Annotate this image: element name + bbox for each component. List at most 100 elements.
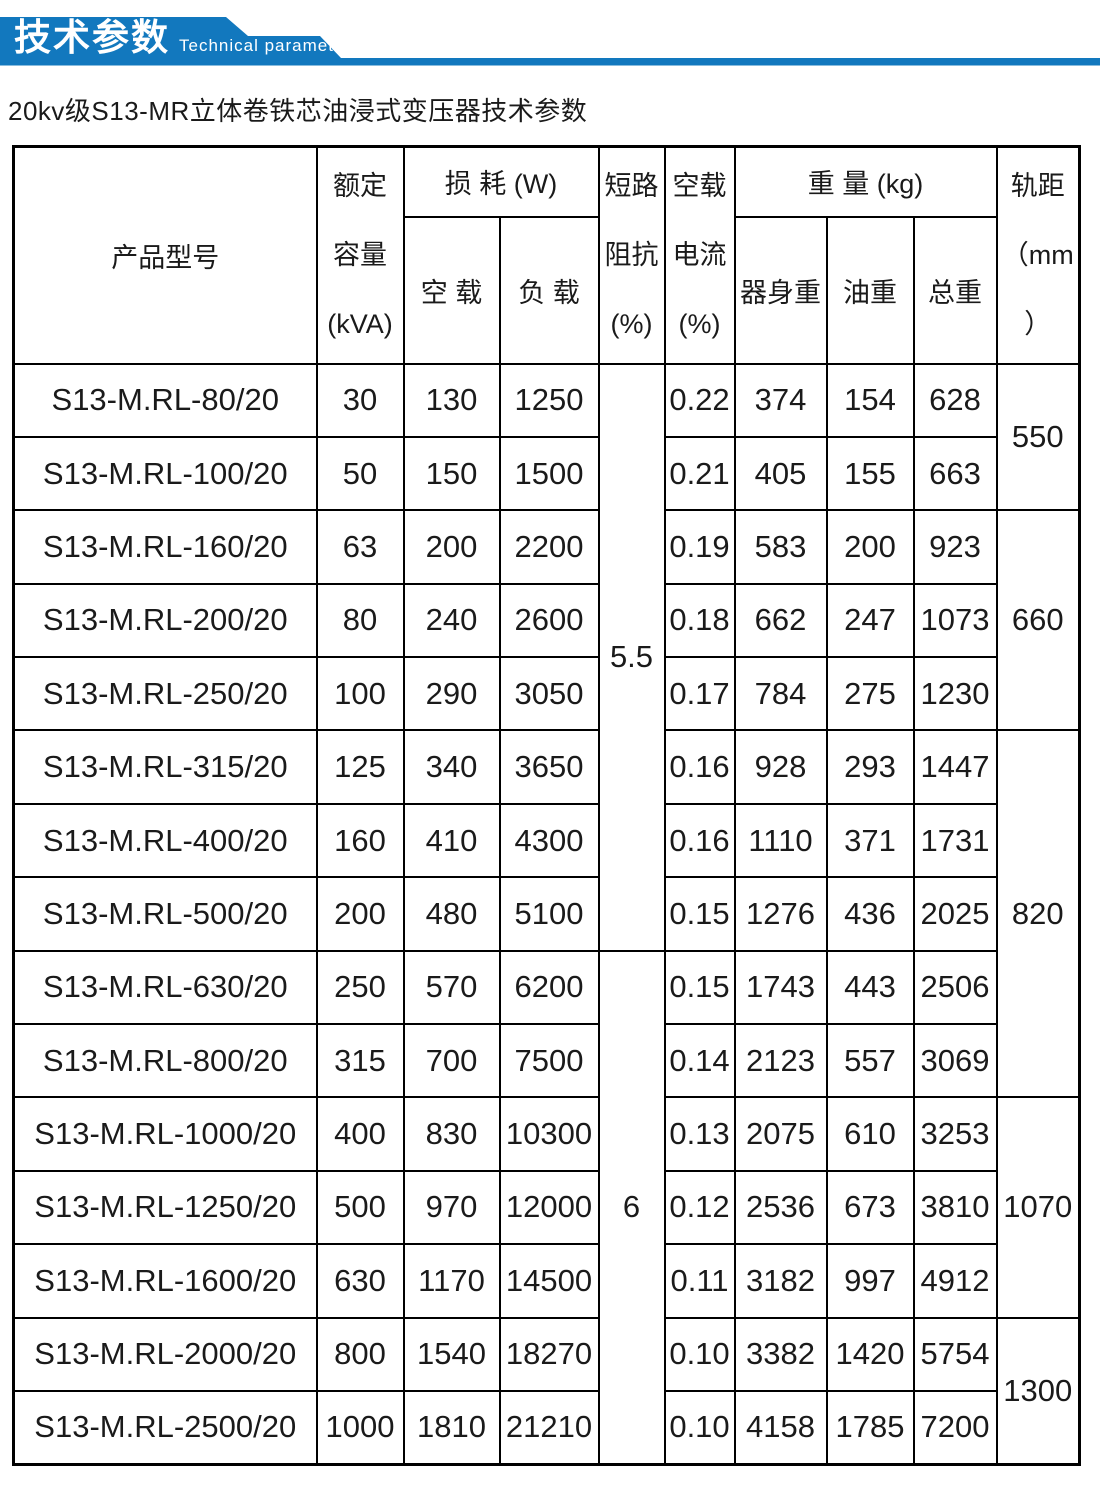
rated-capacity-line: (kVA) xyxy=(327,308,393,339)
parameters-table: 产品型号 额定 容量 (kVA) 损 耗 (W) 短路 阻抗 (%) 空载 xyxy=(12,145,1081,1466)
cell-no-load-current: 0.15 xyxy=(663,949,736,1026)
cell-capacity: 63 xyxy=(315,509,405,585)
cell-no-load-loss: 700 xyxy=(402,1023,501,1099)
cell-no-load-current: 0.11 xyxy=(663,1243,736,1319)
cell-capacity: 125 xyxy=(315,729,405,805)
gauge-line: 轨距 xyxy=(1010,170,1065,201)
table-row: S13-M.RL-2000/20 800 1540 18270 0.10 3382 1420… xyxy=(12,1316,1081,1466)
table-row: S13-M.RL-800/20 315 700 7500 0.14 2123 557 3069 xyxy=(12,1023,1080,1099)
cell-capacity: 160 xyxy=(315,802,405,879)
col-header-gauge: 轨距 （mm ） xyxy=(995,145,1081,365)
cell-total-weight: 923 xyxy=(912,509,998,585)
cell-body-weight: 2075 xyxy=(733,1096,828,1172)
cell-oil-weight: 200 xyxy=(825,509,915,585)
cell-body-weight: 784 xyxy=(733,656,828,732)
cell-no-load-current: 0.10 xyxy=(663,1389,736,1466)
impedance-line: 短路 xyxy=(604,170,659,201)
cell-no-load-loss: 970 xyxy=(402,1169,501,1246)
col-header-no-load-loss: 空 载 xyxy=(402,215,501,365)
cell-no-load-loss: 290 xyxy=(402,656,501,732)
cell-model: S13-M.RL-630/20 xyxy=(12,949,318,1026)
cell-oil-weight: 673 xyxy=(825,1169,915,1246)
cell-model: S13-M.RL-400/20 xyxy=(12,802,318,879)
cell-model: S13-M.RL-100/20 xyxy=(12,435,318,512)
cell-load-loss: 2200 xyxy=(498,509,600,585)
banner-shape xyxy=(0,17,1100,66)
cell-capacity: 500 xyxy=(315,1169,405,1246)
cell-total-weight: 1230 xyxy=(912,656,998,732)
cell-body-weight: 4158 xyxy=(733,1389,828,1466)
cell-load-loss: 3050 xyxy=(498,656,600,732)
impedance-line: (%) xyxy=(610,308,653,339)
cell-no-load-loss: 200 xyxy=(402,509,501,585)
cell-no-load-current: 0.19 xyxy=(663,509,736,585)
table-row: S13-M.RL-315/20 125 340 3650 0.16 928 293 1447 8… xyxy=(12,729,1081,1099)
cell-body-weight: 1743 xyxy=(733,949,828,1026)
cell-model: S13-M.RL-250/20 xyxy=(12,656,318,732)
table-row: S13-M.RL-1600/20 630 1170 14500 0.11 3182 997 4… xyxy=(12,1243,1080,1319)
cell-oil-weight: 247 xyxy=(825,582,915,659)
cell-total-weight: 3253 xyxy=(912,1096,998,1172)
cell-gauge: 660 xyxy=(995,509,1081,732)
cell-gauge: 820 xyxy=(995,729,1081,1099)
col-header-weight-group: 重 量 (kg) xyxy=(733,145,998,218)
cell-no-load-loss: 570 xyxy=(402,949,501,1026)
rated-capacity-line: 额定 xyxy=(333,170,387,201)
cell-total-weight: 1073 xyxy=(912,582,998,659)
cell-capacity: 80 xyxy=(315,582,405,659)
cell-model: S13-M.RL-500/20 xyxy=(12,876,318,952)
cell-oil-weight: 443 xyxy=(825,949,915,1026)
cell-no-load-current: 0.13 xyxy=(663,1096,736,1172)
cell-total-weight: 1447 xyxy=(912,729,998,805)
cell-no-load-loss: 1540 xyxy=(402,1316,501,1392)
cell-capacity: 800 xyxy=(315,1316,405,1392)
cell-oil-weight: 371 xyxy=(825,802,915,879)
cell-model: S13-M.RL-1600/20 xyxy=(12,1243,318,1319)
cell-body-weight: 1110 xyxy=(733,802,828,879)
cell-total-weight: 3810 xyxy=(912,1169,998,1246)
table-row: S13-M.RL-200/20 80 240 2600 0.18 662 247 1073 xyxy=(12,582,1080,659)
table-row: S13-M.RL-630/20 250 570 6200 6 0.15 1743 443 250… xyxy=(12,949,1080,1466)
cell-no-load-current: 0.12 xyxy=(663,1169,736,1246)
cell-body-weight: 928 xyxy=(733,729,828,805)
cell-total-weight: 628 xyxy=(912,362,998,438)
col-header-loss-group: 损 耗 (W) xyxy=(402,145,600,218)
cell-no-load-current: 0.16 xyxy=(663,802,736,879)
col-header-impedance: 短路 阻抗 (%) xyxy=(597,145,666,365)
cell-no-load-current: 0.16 xyxy=(663,729,736,805)
table-row: S13-M.RL-500/20 200 480 5100 0.15 1276 436 2025 xyxy=(12,876,1080,952)
cell-load-loss: 6200 xyxy=(498,949,600,1026)
cell-no-load-current: 0.21 xyxy=(663,435,736,512)
cell-total-weight: 7200 xyxy=(912,1389,998,1466)
table-row: S13-M.RL-250/20 100 290 3050 0.17 784 275 1230 xyxy=(12,656,1080,732)
cell-body-weight: 1276 xyxy=(733,876,828,952)
cell-model: S13-M.RL-800/20 xyxy=(12,1023,318,1099)
cell-body-weight: 3382 xyxy=(733,1316,828,1392)
cell-impedance: 5.5 xyxy=(597,362,666,952)
no-load-current-line: 空载 xyxy=(672,170,727,201)
impedance-line: 阻抗 xyxy=(604,239,659,270)
cell-gauge: 1300 xyxy=(995,1316,1081,1466)
cell-body-weight: 405 xyxy=(733,435,828,512)
table-row: S13-M.RL-80/20 30 130 1250 5.5 0.22 374 154 628 5… xyxy=(12,362,1081,952)
col-header-oil-weight: 油重 xyxy=(825,215,915,365)
no-load-current-line: 电流 xyxy=(672,239,727,270)
cell-capacity: 315 xyxy=(315,1023,405,1099)
cell-capacity: 1000 xyxy=(315,1389,405,1466)
cell-model: S13-M.RL-2000/20 xyxy=(12,1316,318,1392)
cell-impedance: 6 xyxy=(597,949,666,1466)
cell-oil-weight: 610 xyxy=(825,1096,915,1172)
header-row-2: 空 载 负 载 器身重 油重 总重 xyxy=(14,215,1080,365)
gauge-line: （mm xyxy=(1001,239,1074,270)
cell-load-loss: 2600 xyxy=(498,582,600,659)
cell-no-load-loss: 130 xyxy=(402,362,501,438)
cell-oil-weight: 1785 xyxy=(825,1389,915,1466)
col-header-total-weight: 总重 xyxy=(912,215,998,365)
cell-no-load-loss: 150 xyxy=(402,435,501,512)
col-header-product-model: 产品型号 xyxy=(12,145,318,365)
cell-load-loss: 5100 xyxy=(498,876,600,952)
cell-load-loss: 21210 xyxy=(498,1389,600,1466)
cell-capacity: 100 xyxy=(315,656,405,732)
cell-no-load-loss: 1810 xyxy=(402,1389,501,1466)
banner-title-zh: 技术参数 xyxy=(14,17,170,58)
